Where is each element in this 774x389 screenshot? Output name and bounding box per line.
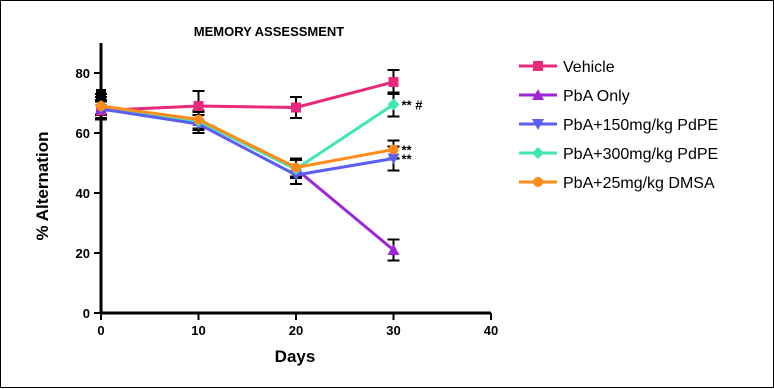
y-tick-label: 40 <box>76 186 90 201</box>
data-point-0 <box>291 102 301 113</box>
legend-marker-1 <box>532 89 544 100</box>
chart-title: MEMORY ASSESSMENT <box>194 24 345 39</box>
legend-label: PbA+25mg/kg DMSA <box>563 175 715 192</box>
y-tick-label: 80 <box>76 66 90 81</box>
series-line-2 <box>100 107 394 177</box>
x-tick-label: 20 <box>289 323 303 338</box>
data-point-0 <box>388 77 399 87</box>
legend-label: PbA Only <box>563 88 630 105</box>
axes: 0 10 20 30 40 0 20 40 60 80 <box>76 43 498 338</box>
data-point-4 <box>291 162 301 173</box>
legend-marker-3 <box>532 147 544 159</box>
y-axis-label: % Alternation <box>33 132 52 241</box>
legend: Vehicle PbA Only PbA+150mg/kg PdPE PbA+300m… <box>519 59 718 192</box>
y-tick-label: 60 <box>76 126 90 141</box>
x-tick-label: 10 <box>191 323 205 338</box>
data-point-4 <box>96 101 106 111</box>
series-line-4 <box>100 104 394 170</box>
x-tick-label: 40 <box>484 323 498 338</box>
legend-marker-4 <box>533 177 543 187</box>
series-line-3 <box>100 103 395 171</box>
data-point-0 <box>193 101 204 111</box>
y-tick-label: 20 <box>76 246 90 261</box>
legend-marker-0 <box>533 61 543 71</box>
data-point-4 <box>388 144 399 155</box>
significance-annotation: ** <box>402 152 413 167</box>
data-point-black <box>96 89 106 99</box>
significance-annotation: ** # <box>402 98 424 113</box>
data-point-1 <box>387 244 400 255</box>
data-point-2 <box>387 153 400 165</box>
legend-label: PbA+300mg/kg PdPE <box>563 146 718 163</box>
x-axis-label: Days <box>275 347 316 366</box>
legend-label: PbA+150mg/kg PdPE <box>563 117 718 134</box>
plot-area: ** # **** <box>95 69 424 262</box>
x-tick-label: 0 <box>97 323 104 338</box>
series-line-1 <box>100 107 395 252</box>
data-point-4 <box>193 114 204 125</box>
data-point-2 <box>290 170 302 181</box>
legend-label: Vehicle <box>563 59 615 76</box>
significance-annotation: ** <box>402 143 413 158</box>
series-line-0 <box>100 80 394 112</box>
legend-marker-2 <box>532 119 544 130</box>
x-tick-label: 30 <box>386 323 400 338</box>
y-tick-label: 0 <box>83 306 90 321</box>
data-point-3 <box>387 98 400 111</box>
